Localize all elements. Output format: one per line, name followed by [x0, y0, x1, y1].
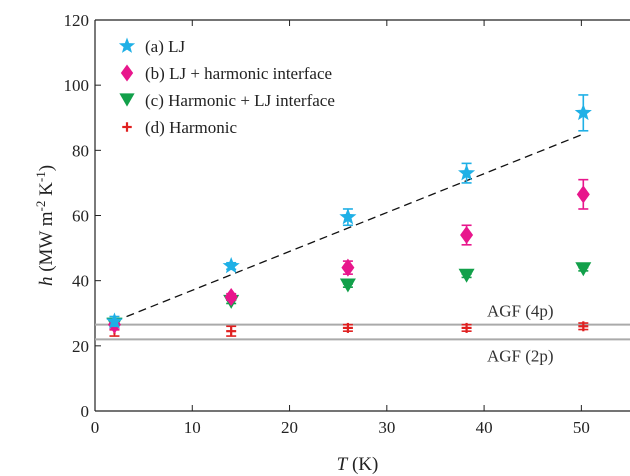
data-point [575, 262, 591, 276]
y-tick-label: 0 [81, 402, 90, 421]
x-tick-label: 50 [573, 418, 590, 437]
data-point [460, 226, 473, 244]
legend-label: (a) LJ [145, 37, 186, 56]
y-tick-label: 20 [72, 337, 89, 356]
legend-marker [121, 64, 133, 81]
data-point [577, 185, 590, 203]
x-axis-label: T (K) [337, 454, 379, 475]
legend-label: (b) LJ + harmonic interface [145, 64, 332, 83]
legend-marker [122, 122, 132, 132]
reference-line-label: AGF (2p) [487, 346, 554, 365]
legend: (a) LJ (b) LJ + harmonic interface (c) Har… [119, 37, 335, 137]
x-tick-label: 30 [378, 418, 395, 437]
series-plus [109, 321, 588, 336]
data-point [226, 326, 236, 336]
data-point [223, 257, 240, 273]
data-point [340, 279, 356, 293]
fit-line [114, 134, 583, 321]
reference-line-label: AGF (4p) [487, 302, 554, 321]
y-axis-label: h (MW m-2 K-1) [33, 165, 57, 286]
y-tick-label: 60 [72, 207, 89, 226]
legend-label: (c) Harmonic + LJ interface [145, 91, 335, 110]
x-tick-label: 40 [476, 418, 493, 437]
x-tick-label: 20 [281, 418, 298, 437]
y-tick-label: 80 [72, 141, 89, 160]
legend-label: (d) Harmonic [145, 118, 238, 137]
legend-marker [119, 93, 134, 106]
x-tick-label: 0 [91, 418, 100, 437]
y-tick-label: 40 [72, 272, 89, 291]
y-tick-label: 120 [64, 11, 90, 30]
legend-marker [119, 37, 135, 52]
data-point [459, 269, 475, 283]
x-tick-label: 10 [184, 418, 201, 437]
y-tick-label: 100 [64, 76, 90, 95]
